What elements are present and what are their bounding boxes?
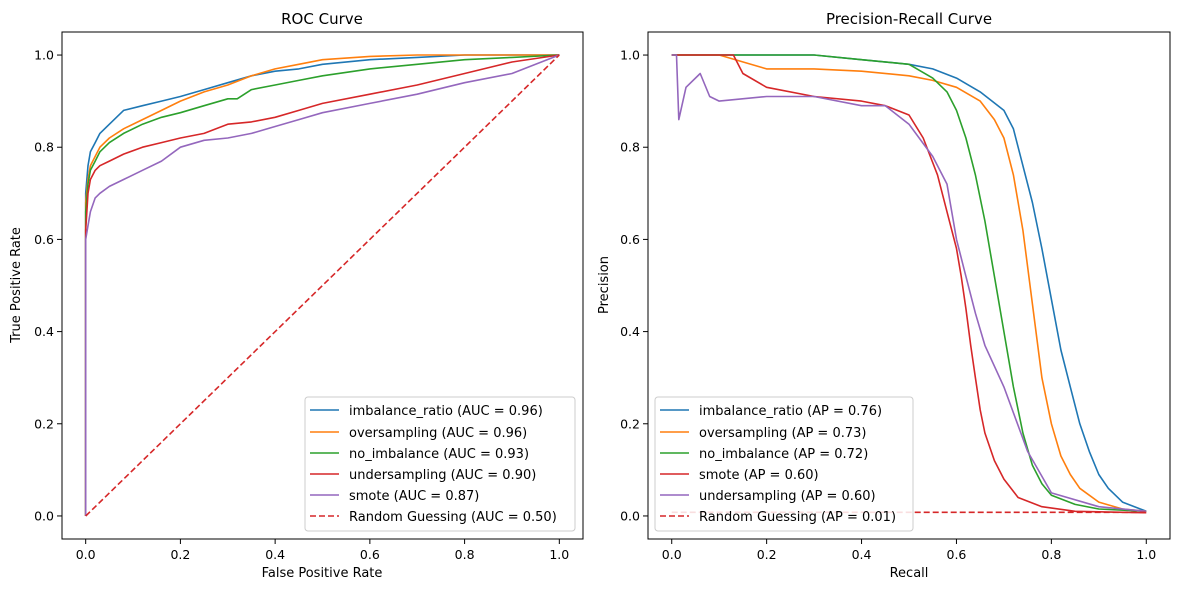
pr-legend-label: smote (AP = 0.60): [699, 468, 819, 483]
roc-legend-label: undersampling (AUC = 0.90): [349, 468, 536, 483]
roc-legend-label: imbalance_ratio (AUC = 0.96): [349, 404, 543, 419]
roc-series-line: [85, 54, 560, 517]
pr-x-ticks: 0.0 0.2 0.4 0.6 0.8 1.0: [662, 539, 1156, 562]
pr-y-tick-label: 0.8: [620, 140, 640, 155]
roc-x-tick-label: 0.2: [170, 547, 190, 562]
pr-series-line: [671, 54, 1147, 513]
pr-legend-label: undersampling (AP = 0.60): [699, 489, 876, 504]
pr-legend-box: [654, 396, 914, 532]
pr-x-tick-label: 0.8: [1041, 547, 1061, 562]
pr-x-tick-label: 0.4: [852, 547, 872, 562]
roc-y-tick-label: 0.8: [34, 140, 54, 155]
pr-x-tick-label: 0.2: [757, 547, 777, 562]
roc-axes-frame: [61, 31, 584, 540]
roc-series-line: [84, 54, 560, 516]
roc-x-tick-label: 0.8: [455, 547, 475, 562]
roc-series-line: [84, 54, 560, 516]
roc-y-tick-label: 1.0: [34, 48, 54, 63]
roc-panel: ROC Curve 0.0 0.2 0.4 0.6 0.8 1.0 0.00.20.40.…: [9, 10, 584, 581]
pr-series-line: [671, 54, 1147, 513]
roc-legend-item: smote (AUC = 0.87): [310, 489, 479, 504]
roc-y-axis-label: True Positive Rate: [9, 227, 24, 344]
pr-legend-label: Random Guessing (AP = 0.01): [699, 510, 896, 525]
roc-legend-item: Random Guessing (AUC = 0.50): [310, 510, 557, 525]
roc-y-tick-label: 0.2: [34, 416, 54, 431]
roc-legend-label: smote (AUC = 0.87): [349, 489, 479, 504]
pr-panel: Precision-Recall Curve 0.0 0.2 0.4 0.6 0.8 1.…: [597, 10, 1171, 581]
pr-legend-item: oversampling (AP = 0.73): [660, 426, 866, 441]
pr-x-tick-label: 0.0: [662, 547, 682, 562]
pr-x-tick-label: 1.0: [1136, 547, 1156, 562]
pr-legend-label: oversampling (AP = 0.73): [699, 426, 866, 441]
pr-y-axis-label: Precision: [597, 256, 612, 314]
pr-legend-item: undersampling (AP = 0.60): [660, 489, 876, 504]
pr-axes-frame: [647, 31, 1171, 540]
pr-x-tick-label: 0.6: [947, 547, 967, 562]
roc-x-tick-label: 0.6: [360, 547, 380, 562]
roc-legend-item: imbalance_ratio (AUC = 0.96): [310, 404, 543, 419]
roc-y-tick-label: 0.6: [34, 232, 54, 247]
roc-series-line: [84, 54, 560, 516]
roc-legend: imbalance_ratio (AUC = 0.96) oversamplin…: [304, 396, 576, 532]
roc-y-tick-label: 0.0: [34, 508, 54, 523]
roc-x-axis-label: False Positive Rate: [262, 566, 383, 581]
roc-y-ticks: 0.0 0.2 0.4 0.6 0.8 1.0: [34, 48, 62, 523]
pr-y-tick-label: 0.2: [620, 416, 640, 431]
roc-legend-item: undersampling (AUC = 0.90): [310, 468, 536, 483]
pr-y-ticks: 0.0 0.2 0.4 0.6 0.8 1.0: [620, 48, 648, 523]
pr-legend-label: no_imbalance (AP = 0.72): [699, 447, 868, 462]
roc-legend-label: oversampling (AUC = 0.96): [349, 426, 527, 441]
pr-legend-item: Random Guessing (AP = 0.01): [660, 510, 896, 525]
pr-y-tick-label: 0.0: [620, 508, 640, 523]
roc-x-tick-label: 0.4: [265, 547, 285, 562]
roc-legend-label: Random Guessing (AUC = 0.50): [349, 510, 557, 525]
roc-legend-item: no_imbalance (AUC = 0.93): [310, 447, 529, 462]
pr-legend: imbalance_ratio (AP = 0.76) oversampling…: [654, 396, 914, 532]
roc-legend-item: oversampling (AUC = 0.96): [310, 426, 527, 441]
roc-series-line: [84, 54, 560, 516]
roc-x-ticks: 0.0 0.2 0.4 0.6 0.8 1.0: [76, 539, 569, 562]
roc-series-line: [84, 54, 560, 516]
roc-legend-box: [304, 396, 576, 532]
pr-y-tick-label: 1.0: [620, 48, 640, 63]
roc-x-tick-label: 0.0: [76, 547, 96, 562]
pr-legend-item: imbalance_ratio (AP = 0.76): [660, 404, 882, 419]
pr-y-tick-label: 0.6: [620, 232, 640, 247]
pr-series-line: [671, 54, 1147, 513]
roc-x-tick-label: 1.0: [549, 547, 569, 562]
roc-title: ROC Curve: [281, 10, 363, 28]
pr-legend-item: smote (AP = 0.60): [660, 468, 819, 483]
pr-legend-item: no_imbalance (AP = 0.72): [660, 447, 868, 462]
roc-legend-label: no_imbalance (AUC = 0.93): [349, 447, 529, 462]
pr-title: Precision-Recall Curve: [826, 10, 992, 28]
pr-x-axis-label: Recall: [890, 566, 929, 581]
pr-y-tick-label: 0.4: [620, 324, 640, 339]
roc-plot-area: [84, 54, 560, 517]
pr-legend-label: imbalance_ratio (AP = 0.76): [699, 404, 882, 419]
roc-y-tick-label: 0.4: [34, 324, 54, 339]
